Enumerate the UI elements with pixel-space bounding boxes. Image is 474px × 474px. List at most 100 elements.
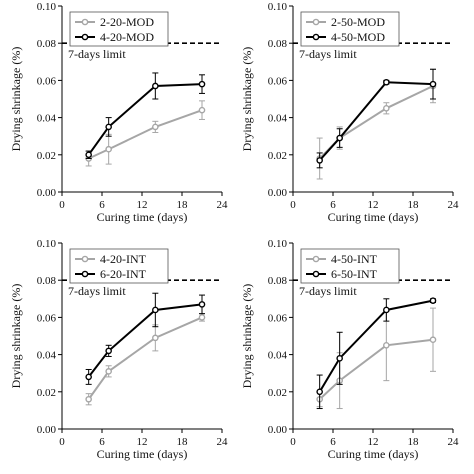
x-tick-label: 24: [448, 436, 460, 448]
y-tick-label: 0.06: [37, 75, 57, 87]
y-tick-label: 0.08: [37, 38, 57, 50]
data-point: [152, 82, 159, 90]
legend-marker: [81, 255, 89, 263]
legend-label: 4-50-MOD: [331, 30, 385, 44]
y-tick-label: 0.08: [37, 275, 57, 287]
data-point: [383, 341, 390, 349]
x-tick-label: 6: [330, 436, 336, 448]
x-tick-label: 6: [330, 199, 336, 211]
data-point: [105, 123, 112, 131]
series-2-50-MOD: [316, 68, 437, 180]
data-point: [316, 157, 323, 164]
limit-label: 7-days limit: [299, 284, 357, 298]
y-tick-label: 0.04: [268, 350, 288, 362]
data-point: [85, 151, 92, 159]
y-axis-label: Drying shrinkage (%): [9, 284, 23, 389]
legend-box: [300, 11, 400, 47]
data-point: [198, 106, 206, 114]
y-tick-label: 0.02: [37, 387, 56, 399]
x-tick-label: 18: [408, 199, 420, 211]
legend-label: 4-50-INT: [331, 252, 378, 266]
legend-marker: [312, 33, 320, 41]
y-tick-label: 0.06: [37, 312, 57, 324]
data-point: [198, 314, 206, 321]
y-tick-label: 0.00: [37, 424, 57, 436]
series-line: [318, 81, 434, 162]
y-tick-label: 0.02: [268, 387, 287, 399]
x-tick-label: 12: [137, 436, 148, 448]
series-6-20-INT: [85, 292, 206, 385]
legend-marker: [312, 255, 320, 263]
x-tick-label: 24: [448, 199, 460, 211]
y-tick-label: 0.00: [268, 187, 288, 199]
x-tick-label: 12: [368, 436, 379, 448]
legend-marker: [81, 18, 89, 26]
panel-top-left: 0.00 0.02 0.04 0.06 0.08 0.10 0 6 12 18 24 Curing t…: [9, 1, 228, 224]
series-2-20-MOD: [85, 100, 206, 167]
y-axis-label: Drying shrinkage (%): [240, 284, 254, 389]
y-tick-label: 0.06: [268, 312, 288, 324]
data-point: [198, 80, 206, 88]
y-tick-label: 0.04: [268, 113, 288, 125]
series-line: [318, 299, 434, 393]
series-line: [87, 303, 203, 378]
legend-label: 4-20-INT: [100, 252, 147, 266]
series-line: [87, 316, 203, 400]
panel-top-right: 0.00 0.02 0.04 0.06 0.08 0.10 0 6 12 18 24 Curing t…: [240, 1, 459, 224]
x-tick-label: 24: [217, 199, 229, 211]
x-axis-label: Curing time (days): [328, 447, 419, 461]
x-tick-label: 6: [99, 436, 105, 448]
y-tick-label: 0.00: [268, 424, 288, 436]
x-tick-label: 12: [137, 199, 148, 211]
x-tick-label: 18: [408, 436, 420, 448]
series-4-20-INT: [85, 313, 206, 406]
x-tick-label: 0: [290, 199, 296, 211]
legend-marker: [312, 270, 320, 278]
data-point: [105, 368, 112, 375]
series-line: [88, 109, 203, 160]
x-tick-label: 0: [59, 199, 65, 211]
data-point: [198, 301, 206, 308]
legend-label: 2-50-MOD: [331, 15, 385, 29]
y-tick-label: 0.00: [37, 187, 57, 199]
legend-box: [300, 248, 400, 284]
x-tick-label: 6: [99, 199, 105, 211]
x-axis-label: Curing time (days): [97, 447, 188, 461]
legend-label: 6-20-INT: [100, 267, 147, 281]
x-axis-label: Curing time (days): [97, 210, 188, 224]
data-point: [336, 355, 343, 362]
limit-label: 7-days limit: [68, 284, 126, 298]
data-point: [152, 123, 159, 131]
panel-bottom-left: 0.00 0.02 0.04 0.06 0.08 0.10 0 6 12 18 24 Curing t…: [9, 238, 228, 461]
series-4-50-INT: [316, 307, 437, 410]
legend-label: 4-20-MOD: [100, 30, 154, 44]
series-4-20-MOD: [85, 72, 206, 160]
legend-label: 6-50-INT: [331, 267, 378, 281]
legend-box: [69, 248, 169, 284]
y-tick-label: 0.10: [37, 238, 57, 250]
x-tick-label: 18: [177, 436, 189, 448]
data-point: [85, 373, 92, 381]
limit-label: 7-days limit: [68, 47, 126, 61]
x-tick-label: 18: [177, 199, 189, 211]
data-point: [429, 297, 437, 304]
limit-label: 7-days limit: [299, 47, 357, 61]
data-point: [152, 334, 159, 342]
y-tick-label: 0.04: [37, 350, 57, 362]
y-tick-label: 0.08: [268, 38, 288, 50]
series-line: [318, 338, 434, 400]
y-axis-label: Drying shrinkage (%): [9, 47, 23, 152]
legend-marker: [81, 270, 89, 278]
y-tick-label: 0.10: [268, 238, 288, 250]
data-point: [383, 78, 390, 86]
series-line: [87, 83, 203, 156]
x-tick-label: 0: [290, 436, 296, 448]
data-point: [152, 306, 159, 314]
data-point: [105, 347, 112, 355]
x-tick-label: 24: [217, 436, 229, 448]
y-tick-label: 0.02: [268, 150, 287, 162]
data-point: [429, 336, 437, 344]
y-tick-label: 0.06: [268, 75, 288, 87]
series-4-50-MOD: [316, 68, 437, 169]
